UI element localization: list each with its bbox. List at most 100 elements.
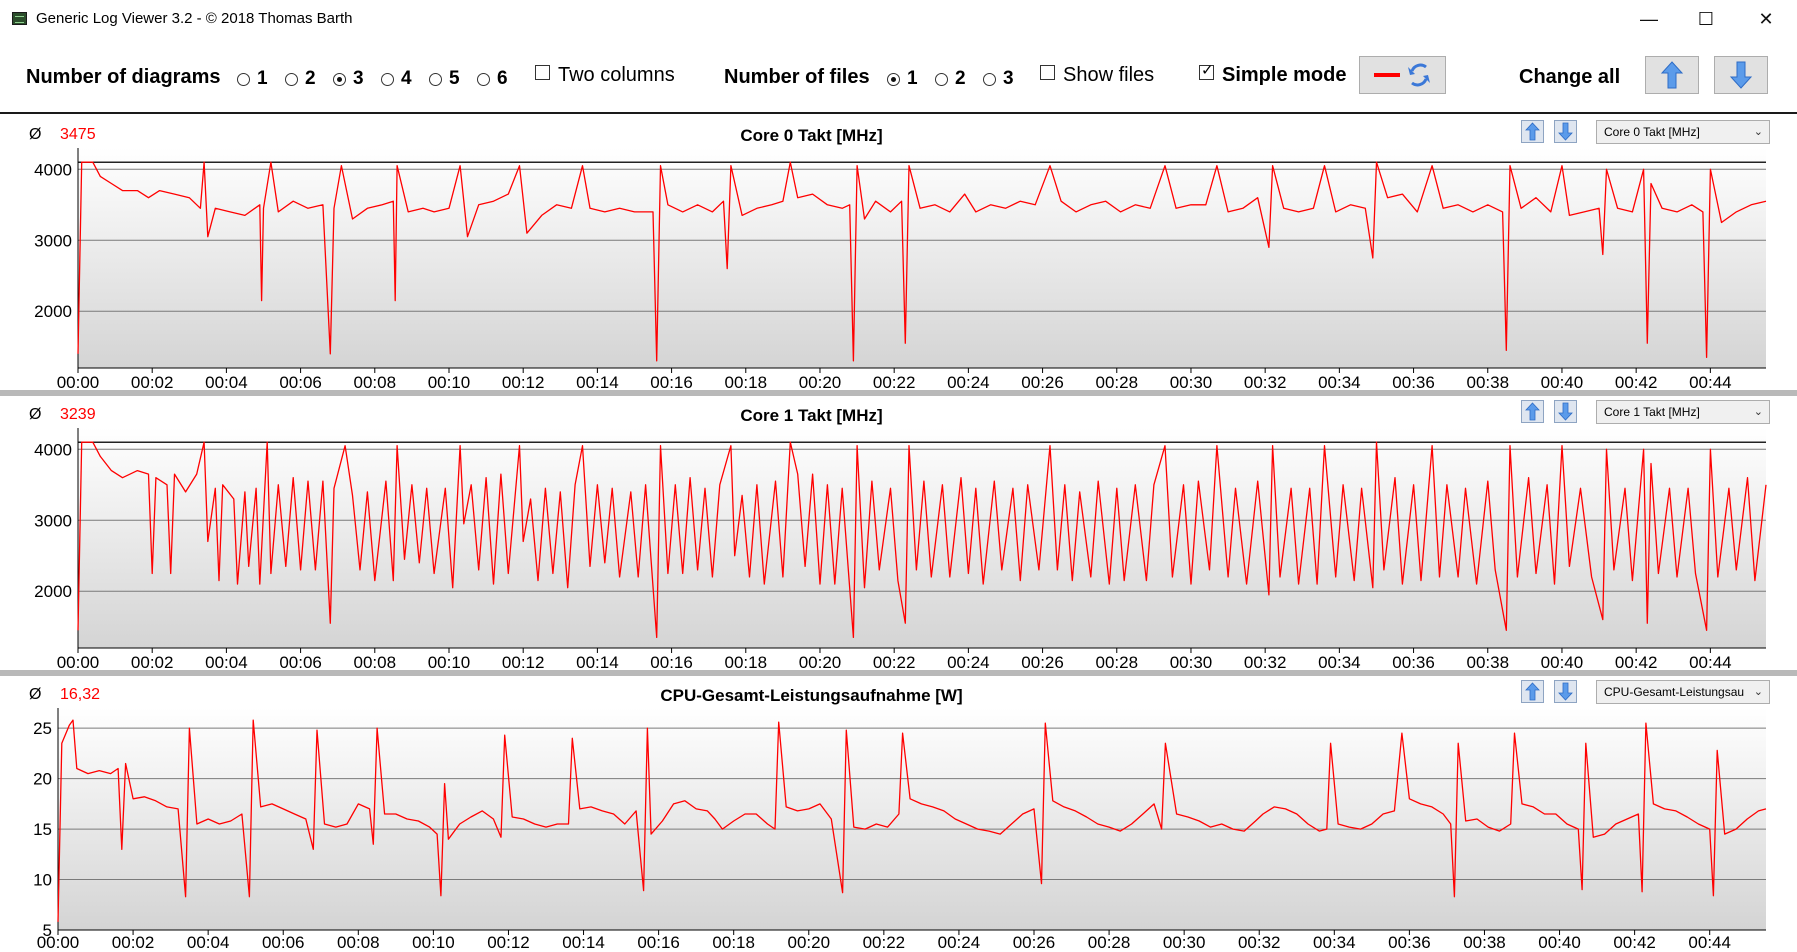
move-all-down-button[interactable] (1714, 56, 1768, 94)
panel-down-button[interactable] (1554, 400, 1577, 423)
panel-up-button[interactable] (1521, 680, 1544, 703)
x-tick-label: 00:18 (712, 933, 755, 952)
x-tick-label: 00:20 (799, 653, 842, 670)
x-tick-label: 00:14 (562, 933, 605, 952)
line-style-button[interactable] (1359, 56, 1446, 94)
plot-area (58, 708, 1766, 930)
diagram-panel-1: Ø 3475 Core 0 Takt [MHz] Core 0 Takt [MH… (0, 114, 1797, 390)
x-tick-label: 00:22 (873, 653, 916, 670)
y-tick-label: 4000 (34, 160, 72, 179)
diagram-radio-1[interactable]: 1 (237, 68, 268, 90)
y-tick-label: 5 (43, 921, 52, 940)
radio-circle-icon (429, 72, 442, 86)
radio-checked-icon (887, 72, 900, 86)
arrow-down-icon (1558, 682, 1573, 701)
file-radio-1[interactable]: 1 (887, 68, 918, 90)
x-tick-label: 00:00 (37, 933, 80, 952)
sensor-select[interactable]: CPU-Gesamt-Leistungsau ⌄ (1596, 680, 1770, 704)
arrow-down-icon (1729, 61, 1753, 89)
x-tick-label: 00:28 (1095, 653, 1138, 670)
x-tick-label: 00:26 (1021, 653, 1064, 670)
panel-down-button[interactable] (1554, 680, 1577, 703)
arrow-up-icon (1525, 122, 1540, 141)
x-tick-label: 00:28 (1095, 373, 1138, 390)
minimize-button[interactable]: — (1640, 8, 1658, 29)
x-tick-label: 00:38 (1466, 373, 1509, 390)
chart-core0: 2000 3000 4000 00:00 00:02 00:04 00:06 00:08 00:… (34, 148, 1767, 390)
radio-circle-icon (237, 72, 250, 86)
x-tick-label: 00:16 (637, 933, 680, 952)
y-tick-label: 15 (33, 820, 52, 839)
x-tick-label: 00:32 (1244, 373, 1287, 390)
x-tick-label: 00:36 (1392, 373, 1435, 390)
x-tick-label: 00:18 (725, 653, 768, 670)
x-tick-label: 00:00 (57, 373, 100, 390)
arrow-up-icon (1660, 61, 1684, 89)
average-symbol: Ø (29, 406, 42, 423)
diagram-radio-2[interactable]: 2 (285, 68, 316, 90)
checkbox-icon (535, 65, 550, 80)
diagram-radio-3[interactable]: 3 (333, 68, 364, 90)
x-tick-label: 00:44 (1689, 373, 1732, 390)
radio-circle-icon (935, 72, 948, 86)
x-tick-label: 00:06 (279, 373, 322, 390)
x-tick-label: 00:04 (187, 933, 230, 952)
diagram-radio-6[interactable]: 6 (477, 68, 508, 90)
chart-core1: 2000 3000 4000 00:00 00:02 00:04 00:06 00:08 00:… (34, 428, 1767, 670)
maximize-button[interactable]: ☐ (1697, 8, 1715, 29)
sensor-select[interactable]: Core 1 Takt [MHz] ⌄ (1596, 400, 1770, 424)
x-tick-label: 00:36 (1388, 933, 1431, 952)
x-tick-label: 00:40 (1541, 653, 1584, 670)
panel-divider (0, 670, 1797, 676)
x-tick-label: 00:20 (787, 933, 830, 952)
x-tick-label: 00:24 (938, 933, 981, 952)
x-tick-label: 00:14 (576, 373, 619, 390)
average-symbol: Ø (29, 686, 42, 703)
arrow-up-icon (1525, 402, 1540, 421)
simple-mode-checkbox[interactable]: Simple mode (1199, 61, 1346, 87)
file-radio-2[interactable]: 2 (935, 68, 966, 90)
x-tick-label: 00:30 (1163, 933, 1206, 952)
series-line (77, 161, 1767, 362)
x-tick-label: 00:30 (1170, 653, 1213, 670)
move-all-up-button[interactable] (1645, 56, 1699, 94)
average-value: 16,32 (60, 686, 101, 703)
x-tick-label: 00:08 (337, 933, 380, 952)
file-radio-3[interactable]: 3 (983, 68, 1014, 90)
series-line (77, 441, 1767, 639)
title-bar: Generic Log Viewer 3.2 - © 2018 Thomas B… (0, 0, 1797, 38)
panel-title: Core 1 Takt [MHz] (740, 406, 883, 425)
x-tick-label: 00:30 (1170, 373, 1213, 390)
diagram-panel-2: Ø 3239 Core 1 Takt [MHz] Core 1 Takt [MH… (0, 396, 1797, 670)
y-tick-label: 4000 (34, 440, 72, 459)
two-columns-checkbox[interactable]: Two columns (535, 64, 675, 87)
x-tick-label: 00:16 (650, 653, 693, 670)
arrow-down-icon (1558, 122, 1573, 141)
x-tick-label: 00:34 (1318, 653, 1361, 670)
sensor-select[interactable]: Core 0 Takt [MHz] ⌄ (1596, 120, 1770, 144)
average-value: 3239 (60, 406, 96, 423)
change-all-label: Change all (1519, 66, 1621, 88)
checkbox-icon (1040, 65, 1055, 80)
x-tick-label: 00:12 (487, 933, 530, 952)
diagram-radio-5[interactable]: 5 (429, 68, 460, 90)
diagram-radio-4[interactable]: 4 (381, 68, 412, 90)
panel-down-button[interactable] (1554, 120, 1577, 143)
show-files-checkbox[interactable]: Show files (1040, 64, 1154, 87)
x-tick-label: 00:20 (799, 373, 842, 390)
panel-up-button[interactable] (1521, 120, 1544, 143)
x-tick-label: 00:06 (262, 933, 305, 952)
x-tick-label: 00:22 (873, 373, 916, 390)
toolbar: Number of diagrams 1 2 3 4 5 6 Two colum… (0, 38, 1797, 114)
x-tick-label: 00:38 (1463, 933, 1506, 952)
radio-circle-icon (477, 72, 490, 86)
line-refresh-icon (1373, 63, 1430, 87)
x-tick-label: 00:34 (1318, 373, 1361, 390)
chevron-down-icon: ⌄ (1753, 126, 1763, 138)
y-tick-label: 25 (33, 719, 52, 738)
chart-power: 5 10 15 20 25 00:00 00:02 00:04 00:06 00:08 00:10 0… (33, 708, 1767, 952)
panel-up-button[interactable] (1521, 400, 1544, 423)
close-button[interactable]: ✕ (1758, 8, 1774, 29)
x-tick-label: 00:08 (354, 653, 397, 670)
x-tick-label: 00:10 (428, 373, 471, 390)
